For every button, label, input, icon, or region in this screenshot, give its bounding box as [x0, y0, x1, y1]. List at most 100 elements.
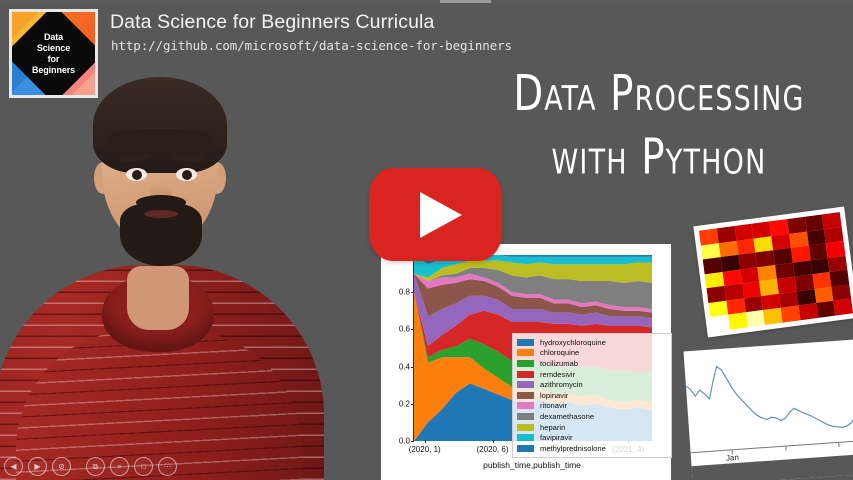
chart-x-tick-label: (2020, 6): [476, 445, 509, 454]
area-band-heparin: [414, 260, 652, 283]
legend-swatch: [517, 349, 534, 357]
stacked-area-chart: 0.00.20.40.60.81.0 (2020, 1)(2020, 6)(20…: [381, 244, 672, 480]
legend-swatch: [517, 423, 534, 431]
legend-item: dexamethasone: [517, 411, 667, 422]
curriculum-logo: Data Science for Beginners: [9, 9, 98, 98]
heatmap-cell: [833, 298, 853, 316]
heatmap-cell: [763, 308, 783, 325]
legend-swatch: [517, 434, 534, 442]
line-chart-series: [683, 365, 853, 428]
chart-y-tick-mark: [411, 366, 414, 368]
line-chart-thumbnail: Jan2021AprJul: [683, 338, 853, 480]
line-chart-svg: [683, 365, 853, 428]
stop-button[interactable]: □: [134, 457, 153, 476]
lesson-title-line-2: with Python: [551, 129, 767, 187]
area-band-favipiravir: [414, 255, 652, 278]
chart-y-tick-mark: [411, 441, 414, 442]
chart-plot-area: 0.00.20.40.60.81.0 (2020, 1)(2020, 6)(20…: [399, 251, 672, 458]
block-button[interactable]: ⊘: [52, 457, 71, 476]
logo-text: Data Science for Beginners: [12, 12, 95, 95]
legend-label: azithromycin: [540, 380, 583, 390]
area-band-azithromycin: [414, 273, 652, 347]
previous-button[interactable]: ◀: [4, 457, 23, 476]
logo-line-1: Data: [43, 31, 64, 42]
presenter-neck: [127, 266, 189, 330]
chart-y-tick-label: 0.6: [398, 324, 410, 334]
chart-y-tick-mark: [411, 329, 414, 331]
legend-item: tocilizumab: [517, 358, 667, 369]
chart-y-tick-label: 0.8: [398, 287, 410, 297]
legend-item: ritonavir: [517, 401, 667, 412]
video-progress-bar[interactable]: [0, 0, 853, 4]
lesson-title: Data Processing with Python: [481, 62, 837, 190]
legend-swatch: [517, 381, 534, 389]
presenter-pupil-right: [182, 170, 192, 180]
legend-item: lopinavir: [517, 390, 667, 401]
logo-line-3: for: [47, 53, 60, 64]
legend-label: ritonavir: [540, 401, 568, 411]
play-button[interactable]: ▶: [28, 457, 47, 476]
legend-label: heparin: [540, 422, 566, 432]
presenter-pupil-left: [132, 170, 142, 180]
logo-line-2: Science: [36, 42, 71, 53]
copy-button[interactable]: ⧉: [86, 457, 105, 476]
chart-x-tick-mark: [492, 440, 494, 443]
legend-label: dexamethasone: [540, 411, 595, 421]
legend-label: tocilizumab: [540, 358, 578, 368]
search-button[interactable]: ⌕: [110, 457, 129, 476]
heatmap-cell: [780, 305, 801, 323]
legend-item: chloroquine: [517, 348, 667, 359]
legend-label: remdesivir: [540, 369, 576, 379]
chart-x-tick-label: (2020, 1): [408, 445, 441, 454]
page-title: Data Science for Beginners Curricula: [110, 11, 435, 33]
legend-item: favipiravir: [517, 432, 667, 443]
area-band-ritonavir: [414, 273, 652, 313]
line-chart-tick-mark: [837, 442, 840, 447]
chart-legend: hydroxychloroquine chloroquine tocilizumab…: [512, 333, 672, 458]
legend-swatch: [517, 370, 534, 378]
presenter-shirt-front: [16, 330, 302, 480]
chart-y-tick-mark: [411, 403, 414, 405]
presenter-mouth: [144, 210, 178, 218]
legend-item: methylprednisolone: [517, 443, 667, 454]
legend-label: lopinavir: [540, 390, 569, 400]
player-controls: ◀ ▶ ⊘ ⧉ ⌕ □ ⋯: [4, 457, 177, 476]
legend-item: remdesivir: [517, 369, 667, 380]
legend-item: heparin: [517, 422, 667, 433]
heatmap-cell: [710, 315, 730, 332]
legend-swatch: [517, 402, 534, 410]
legend-label: chloroquine: [540, 348, 580, 358]
legend-swatch: [517, 412, 534, 420]
lesson-title-line-1: Data Processing: [513, 65, 805, 123]
youtube-play-button[interactable]: [369, 168, 502, 261]
legend-swatch: [517, 444, 534, 452]
legend-label: favipiravir: [540, 433, 573, 443]
legend-swatch: [517, 338, 534, 346]
presenter-hair: [93, 77, 227, 173]
legend-swatch: [517, 391, 534, 399]
presenter-figure: [0, 58, 324, 480]
more-button[interactable]: ⋯: [158, 457, 177, 476]
legend-item: hydroxychloroquine: [517, 337, 667, 348]
heatmap-cell: [727, 312, 748, 330]
logo-artwork: Data Science for Beginners: [12, 12, 95, 95]
repository-url[interactable]: http://github.com/microsoft/data-science…: [111, 38, 512, 53]
video-progress-fill: [440, 0, 492, 3]
chart-y-tick-label: 0.2: [398, 399, 410, 409]
chart-y-tick-label: 0.0: [398, 436, 410, 446]
line-chart-tick-mark: [785, 446, 788, 451]
chart-x-axis-label: publish_time,publish_time: [483, 460, 581, 470]
chart-y-tick-mark: [411, 292, 414, 294]
logo-line-4: Beginners: [31, 64, 76, 75]
legend-label: hydroxychloroquine: [540, 337, 606, 347]
heatmap-cell: [798, 303, 818, 321]
heatmap-grid: [698, 212, 853, 332]
heatmap-cell: [815, 301, 836, 318]
legend-item: azithromycin: [517, 379, 667, 390]
area-band-dexamethasone: [414, 268, 652, 309]
legend-label: methylprednisolone: [540, 443, 606, 453]
area-band-lopinavir: [414, 273, 652, 319]
play-triangle-icon: [419, 191, 462, 238]
chart-y-tick-label: 0.4: [398, 362, 410, 372]
